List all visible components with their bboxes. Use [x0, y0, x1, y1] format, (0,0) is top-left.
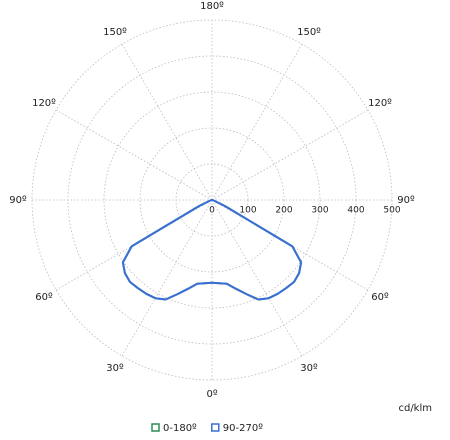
- angle-tick-label: 90º: [397, 195, 415, 206]
- grid-spoke: [211, 109, 369, 201]
- grid-spoke: [211, 199, 303, 357]
- angle-tick-label: 90º: [9, 195, 27, 206]
- angle-tick-label: 180º: [200, 1, 224, 12]
- angle-tick-label: 0º: [206, 389, 217, 400]
- grid-circle: [103, 91, 321, 309]
- legend-swatch: [211, 423, 220, 432]
- grid-circle: [139, 127, 285, 273]
- r-tick-label: 100: [239, 206, 256, 216]
- grid-spoke: [121, 199, 213, 357]
- grid-spoke: [121, 43, 213, 201]
- angle-tick-label: 150º: [297, 27, 321, 38]
- angle-tick-label: 60º: [371, 292, 389, 303]
- grid-spoke: [55, 109, 213, 201]
- unit-label: cd/klm: [398, 403, 432, 414]
- series-line: [211, 199, 303, 301]
- angle-tick-label: 60º: [35, 292, 53, 303]
- grid-spoke: [211, 43, 303, 201]
- angle-tick-label: 150º: [103, 27, 127, 38]
- legend-label: 0-180º: [163, 423, 197, 434]
- r-tick-label: 200: [275, 206, 292, 216]
- r-tick-label: 500: [383, 206, 400, 216]
- angle-tick-label: 120º: [32, 98, 56, 109]
- series-line: [121, 199, 213, 301]
- angle-tick-label: 120º: [368, 98, 392, 109]
- r-tick-label: 400: [347, 206, 364, 216]
- angle-tick-label: 30º: [106, 363, 124, 374]
- angle-tick-label: 30º: [300, 363, 318, 374]
- r-tick-label: 300: [311, 206, 328, 216]
- legend-label: 90-270º: [223, 423, 263, 434]
- legend-swatch: [151, 423, 160, 432]
